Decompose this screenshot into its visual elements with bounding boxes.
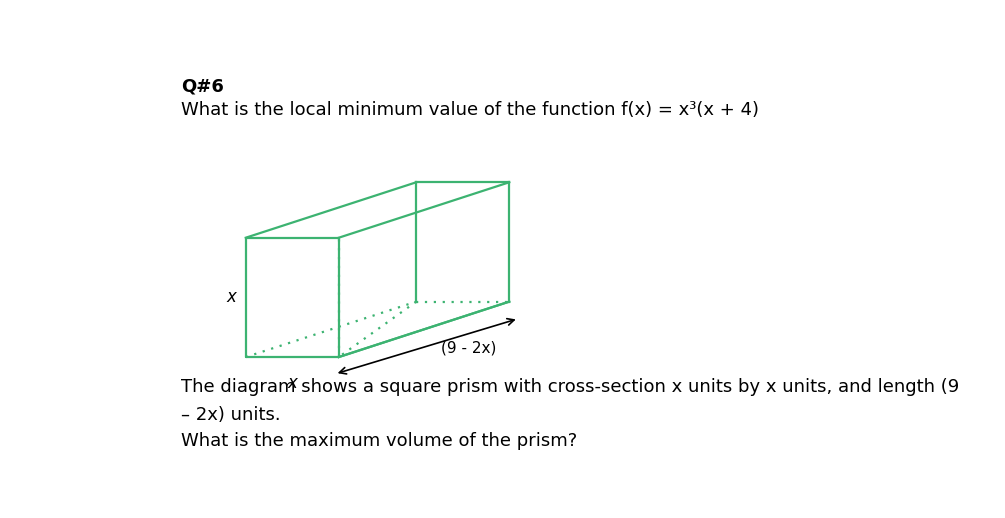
Text: Q#6: Q#6 xyxy=(182,78,224,95)
Text: (9 - 2x): (9 - 2x) xyxy=(440,340,496,355)
Text: – 2x) units.: – 2x) units. xyxy=(182,406,281,424)
Text: x: x xyxy=(227,289,237,306)
Text: What is the maximum volume of the prism?: What is the maximum volume of the prism? xyxy=(182,432,578,450)
Text: x: x xyxy=(287,374,297,392)
Text: The diagram shows a square prism with cross-section x units by x units, and leng: The diagram shows a square prism with cr… xyxy=(182,378,960,396)
Text: What is the local minimum value of the function f(x) = x³(x + 4): What is the local minimum value of the f… xyxy=(182,100,760,119)
